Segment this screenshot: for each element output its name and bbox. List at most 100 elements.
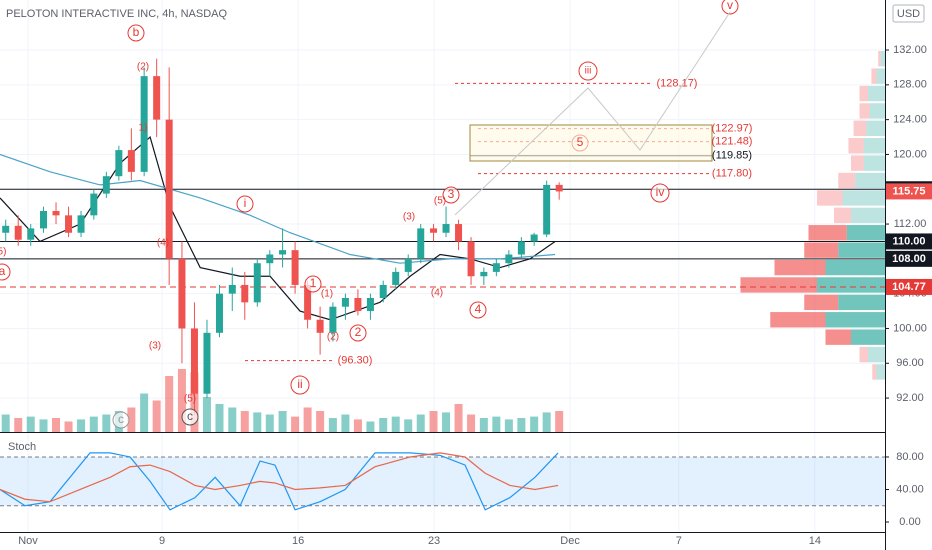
y-tick-label: 112.00 <box>894 218 927 230</box>
profile-down <box>770 312 826 328</box>
wave-label: 3 <box>448 187 455 201</box>
candle-body <box>203 332 211 394</box>
candle-body <box>65 215 73 233</box>
profile-down <box>817 190 843 206</box>
stoch-title: Stoch <box>8 441 36 453</box>
volume-bar <box>177 369 186 432</box>
candle-body <box>329 306 337 333</box>
profile-up <box>868 85 885 102</box>
volume-bar <box>278 411 287 432</box>
profile-down <box>774 259 826 276</box>
candle-body <box>14 225 22 240</box>
profile-up <box>842 190 885 206</box>
profile-up <box>838 294 885 311</box>
volume-bar <box>341 414 350 432</box>
candle-body <box>392 271 400 285</box>
profile-up <box>825 259 885 276</box>
volume-bar <box>127 407 136 432</box>
volume-bar <box>416 414 425 432</box>
volume-bar <box>429 411 438 432</box>
volume-bar <box>77 419 86 432</box>
candle-body <box>530 234 538 242</box>
profile-up <box>855 172 885 189</box>
wave-label: 1) <box>139 123 148 134</box>
wave-circle <box>442 186 460 204</box>
volume-bar <box>442 412 451 432</box>
candle-body <box>543 184 551 235</box>
volume-bar <box>1 414 10 432</box>
wave-label: (5) <box>184 394 196 405</box>
wave-circle <box>236 195 254 213</box>
candle-body <box>27 228 35 240</box>
profile-down <box>872 364 877 380</box>
y-tick-label: 128.00 <box>893 79 927 91</box>
x-tick-label: 7 <box>676 535 682 547</box>
volume-bar <box>228 407 237 432</box>
profile-down <box>804 294 839 311</box>
y-tick-label: 120.00 <box>893 148 927 160</box>
profile-up <box>876 68 885 84</box>
candle-body <box>467 241 475 277</box>
volume-bar <box>316 411 325 432</box>
wave-label: (4) <box>431 288 443 299</box>
profile-down <box>853 120 867 137</box>
x-tick-label: Nov <box>18 535 38 547</box>
y-tick-label: 100.00 <box>893 322 927 334</box>
volume-bar <box>530 416 539 432</box>
wave-label: (5) <box>434 196 446 207</box>
candle-body <box>341 298 349 307</box>
wave-label: iv <box>656 185 665 199</box>
wave-label: 2 <box>355 325 362 339</box>
candle-body <box>517 241 525 255</box>
currency-box[interactable] <box>892 4 925 23</box>
candle-body <box>279 250 287 255</box>
profile-up <box>866 120 885 137</box>
candle-body <box>115 150 123 177</box>
profile-down <box>859 103 870 119</box>
profile-up <box>838 242 885 258</box>
currency[interactable]: USD <box>897 8 920 20</box>
moving-average <box>0 135 556 321</box>
candle-body <box>215 293 223 333</box>
profile-up <box>876 364 885 380</box>
profile-up <box>851 329 885 345</box>
y-tick-label: 0.00 <box>899 516 920 528</box>
profile-up <box>863 155 885 171</box>
wave-label: 5 <box>577 135 584 149</box>
wave-label: (2) <box>137 62 149 73</box>
candle-body <box>241 284 249 303</box>
wave-label: b <box>133 25 140 39</box>
volume-bar <box>303 407 312 432</box>
wave-label: v <box>727 0 733 12</box>
candle-body <box>442 224 450 233</box>
candle-body <box>2 225 10 233</box>
profile-down <box>851 155 864 171</box>
wave-circle <box>469 301 487 319</box>
wave-circle <box>304 275 322 293</box>
volume-bar <box>253 412 262 432</box>
plot-area <box>0 0 885 532</box>
wave-circle <box>578 61 598 81</box>
profile-down <box>859 85 868 102</box>
candle-body <box>253 263 261 303</box>
profile-down <box>878 51 881 67</box>
y-tick-label: 80.00 <box>896 451 924 463</box>
volume-bar <box>215 404 224 432</box>
volume-bar <box>52 418 61 432</box>
volume-bar <box>492 416 501 432</box>
x-tick-label: 14 <box>809 535 821 547</box>
profile-up <box>817 277 885 293</box>
wave-label: 4 <box>475 302 482 316</box>
volume-bar <box>542 412 551 432</box>
volume-bar <box>517 418 526 432</box>
volume-bar <box>140 393 149 432</box>
volume-bar <box>328 418 337 432</box>
profile-up <box>868 346 885 363</box>
volume-bar <box>479 418 488 432</box>
candle-body <box>178 258 186 329</box>
profile-down <box>848 138 864 154</box>
candle-body <box>153 76 161 120</box>
fib-label: (96.30) <box>338 355 373 367</box>
candle-body <box>505 254 513 264</box>
y-tick-label: 92.00 <box>896 392 924 404</box>
